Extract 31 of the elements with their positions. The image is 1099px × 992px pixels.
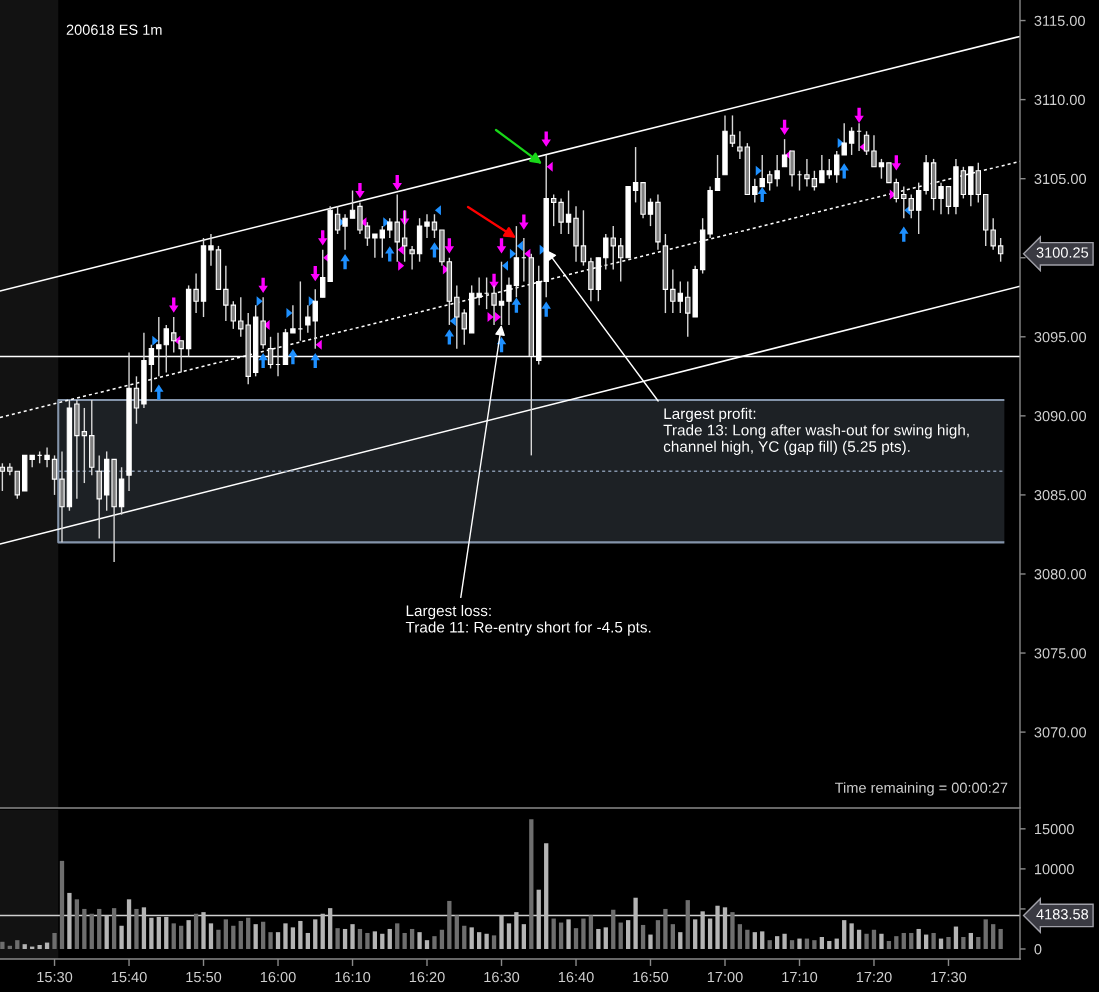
ref-line-label: 4183.58: [1036, 909, 1089, 920]
y-tick-label: 0: [1034, 944, 1042, 955]
y-tick-label: 3105.00: [1034, 173, 1087, 185]
x-tick-label: 17:00: [707, 971, 743, 983]
annotation: Largest profit: Trade 13: Long after wash-out for swing high, channel high, YC (gap fill) (5.25 pts).: [663, 407, 969, 455]
y-tick-label: 3080.00: [1034, 569, 1087, 580]
x-tick-label: 16:10: [335, 971, 371, 983]
y-tick-label: 3085.00: [1034, 490, 1087, 501]
y-tick-label: 3110.00: [1034, 94, 1085, 106]
y-tick-label: 3070.00: [1034, 727, 1087, 738]
x-tick-label: 15:30: [37, 971, 73, 983]
y-tick-label: 3095.00: [1034, 331, 1087, 343]
x-tick-label: 16:50: [633, 971, 669, 983]
x-tick-label: 16:40: [558, 971, 594, 983]
x-tick-label: 16:30: [484, 971, 520, 983]
y-tick-label: 3090.00: [1034, 410, 1087, 422]
y-tick-label: 3075.00: [1034, 648, 1087, 659]
y-tick-label: 3115.00: [1034, 15, 1085, 26]
x-tick-label: 15:50: [186, 971, 222, 983]
x-tick-label: 16:00: [260, 971, 296, 983]
x-tick-label: 17:30: [931, 971, 967, 983]
annotation: Time remaining = 00:00:27: [835, 782, 1008, 796]
text: 200618 ES 1m: [66, 24, 162, 35]
x-tick-label: 17:10: [782, 971, 818, 983]
x-tick-label: 17:20: [856, 971, 892, 983]
annotation: Largest loss: Trade 11: Re-entry short for -4.5 pts.: [405, 604, 651, 636]
y-tick-label: 15000: [1035, 823, 1074, 835]
x-tick-label: 15:40: [111, 971, 147, 983]
y-tick-label: 10000: [1035, 863, 1074, 875]
text: 3100.25: [1036, 247, 1089, 258]
x-tick-label: 16:20: [409, 971, 445, 983]
